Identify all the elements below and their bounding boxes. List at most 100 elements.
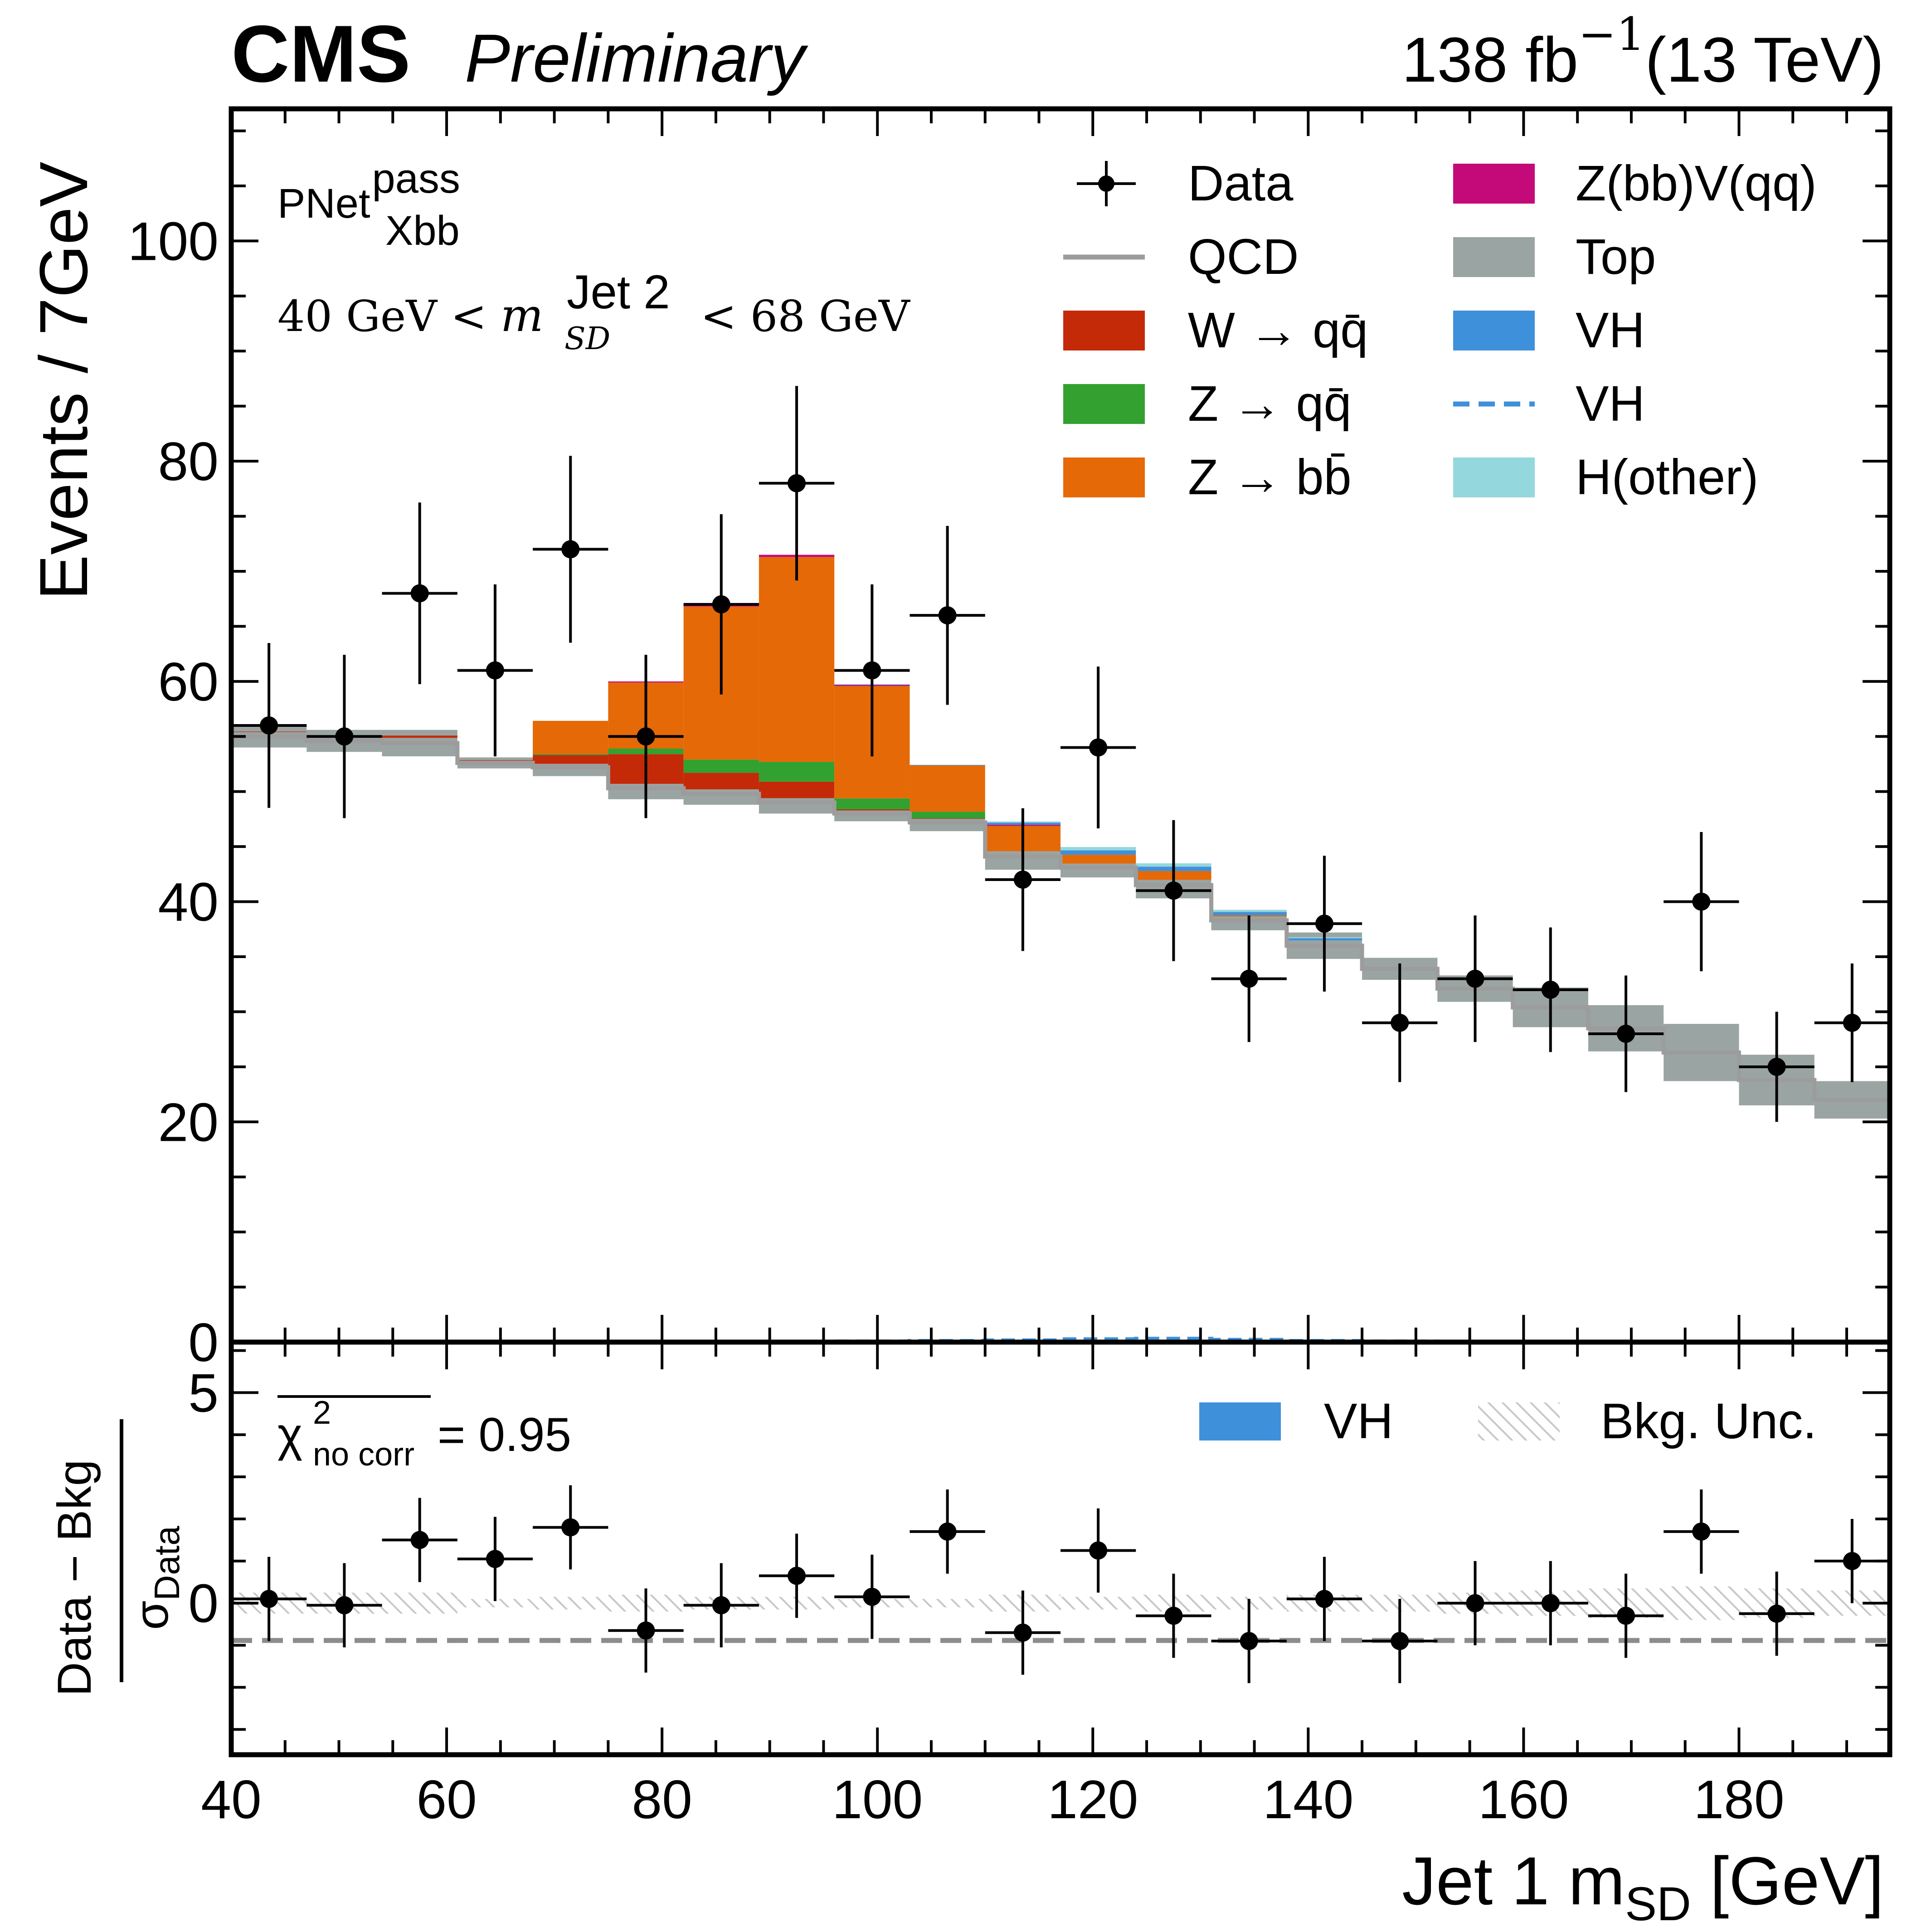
data-marker — [863, 661, 881, 680]
pull-marker — [1617, 1606, 1635, 1625]
lumi-label: 138 fb−1(13 TeV) — [1402, 8, 1884, 95]
data-marker — [1240, 969, 1258, 988]
data-point — [1061, 667, 1136, 829]
pull-point — [382, 1498, 457, 1582]
legend-label: Z → bb̄ — [1188, 449, 1352, 505]
cut-annotation: 40 GeV < m — [277, 289, 544, 342]
main-ylabel: Events / 7GeV — [25, 161, 102, 600]
stack-bar — [457, 760, 533, 761]
x-tick-label: 160 — [1478, 1769, 1569, 1830]
legend-entry: Z(bb)V(qq) — [1453, 156, 1817, 211]
data-marker — [561, 540, 580, 559]
bkg-unc-bar — [382, 1592, 457, 1614]
stack-bar — [683, 759, 759, 773]
legend-swatch — [1453, 164, 1535, 204]
tagger-annotation: PNetpass — [277, 156, 460, 227]
pull-marker — [1013, 1623, 1032, 1642]
pull-marker — [260, 1590, 278, 1608]
legend-label: Z → qq̄ — [1188, 376, 1352, 432]
stack-bar — [533, 754, 608, 755]
stack-bar — [759, 557, 835, 762]
pull-marker — [1391, 1632, 1409, 1650]
tagger-sup: pass — [372, 156, 460, 202]
data-marker — [1164, 881, 1183, 900]
pull-marker — [1843, 1552, 1861, 1570]
chi2-sub: no corr — [313, 1436, 414, 1473]
data-marker — [938, 606, 957, 625]
y-tick-label: 20 — [158, 1092, 219, 1153]
stack-bar — [382, 735, 457, 738]
data-marker — [260, 716, 278, 735]
cut-mass-symbol: m — [501, 289, 544, 342]
x-tick-label: 140 — [1263, 1769, 1353, 1830]
experiment-label: CMS — [231, 9, 411, 99]
data-point — [1362, 963, 1438, 1082]
pull-marker — [1164, 1606, 1183, 1625]
pull-point — [683, 1563, 759, 1648]
legend-swatch — [1063, 384, 1145, 424]
ratio-axes-frame — [229, 1339, 1892, 1757]
data-marker — [1013, 871, 1032, 889]
stack-bar — [683, 773, 759, 789]
data-marker — [1692, 892, 1711, 911]
x-axis-label: Jet 1 mSD [GeV] — [1402, 1843, 1884, 1931]
pull-marker — [712, 1596, 730, 1615]
stack-bar — [834, 809, 910, 811]
cut-sub: SD — [564, 321, 610, 357]
legend-entry: Top — [1453, 229, 1656, 285]
data-point — [1814, 963, 1890, 1082]
data-marker — [335, 727, 354, 746]
ratio-legend-label: VH — [1324, 1393, 1393, 1449]
x-tick-label: 120 — [1047, 1769, 1138, 1830]
x-tick-label: 40 — [201, 1769, 261, 1830]
legend-entry: QCD — [1063, 229, 1299, 285]
pull-marker — [788, 1567, 806, 1585]
main-legend: Data QCD W → qq̄ Z → qq̄ Z → bb̄ Z(bb)V(qq) To… — [1063, 156, 1817, 505]
stack-bar — [1061, 847, 1136, 851]
data-marker — [1466, 969, 1484, 988]
x-tick-label: 100 — [832, 1769, 923, 1830]
cut-left: 40 GeV < — [277, 292, 501, 341]
lumi-exponent: −1 — [1578, 8, 1645, 61]
legend-entry: Data — [1077, 156, 1294, 211]
bkg-unc-bar — [1061, 1596, 1136, 1610]
legend-label: QCD — [1188, 229, 1299, 285]
data-point — [910, 526, 985, 705]
status-label: Preliminary — [465, 20, 808, 96]
xlabel-unit: [GeV] — [1691, 1843, 1884, 1919]
stack-bar — [910, 765, 985, 812]
ratio-ylabel-numerator: Data − Bkg — [48, 1460, 101, 1696]
chi2-value: = 0.95 — [438, 1408, 571, 1461]
pull-point — [1664, 1489, 1739, 1574]
x-tick-label: 80 — [632, 1769, 692, 1830]
pull-point — [1437, 1561, 1513, 1645]
ratio-legend-label: Bkg. Unc. — [1601, 1393, 1817, 1449]
pull-marker — [938, 1522, 957, 1541]
data-point — [1437, 915, 1513, 1042]
bkg-unc-bar — [533, 1596, 608, 1610]
data-point — [231, 643, 307, 808]
sigma-sub: Data — [147, 1526, 187, 1601]
stack-bar — [1211, 910, 1287, 912]
data-point — [985, 808, 1061, 951]
y-tick-label: 60 — [158, 652, 219, 712]
xlabel-main: Jet 1 m — [1402, 1843, 1625, 1919]
pull-point — [1513, 1561, 1588, 1645]
ratio-y-tick-label: 0 — [188, 1573, 219, 1634]
pull-marker — [863, 1587, 881, 1606]
ratio-y-tick-label: 5 — [188, 1363, 219, 1423]
data-point — [1513, 927, 1588, 1052]
data-marker — [788, 474, 806, 492]
ratio-ylabel-denominator: σData — [125, 1526, 187, 1630]
qcd-step-line — [231, 734, 1890, 1102]
ratio-legend-entry: VH — [1199, 1393, 1393, 1449]
legend-label: VH — [1576, 302, 1645, 358]
pull-points — [231, 1485, 1890, 1684]
pull-point — [1211, 1599, 1287, 1684]
pull-marker — [1240, 1632, 1258, 1650]
stack-bar — [910, 818, 985, 819]
legend-swatch — [1063, 457, 1145, 497]
legend-label: VH — [1576, 376, 1645, 432]
pull-point — [910, 1489, 985, 1574]
